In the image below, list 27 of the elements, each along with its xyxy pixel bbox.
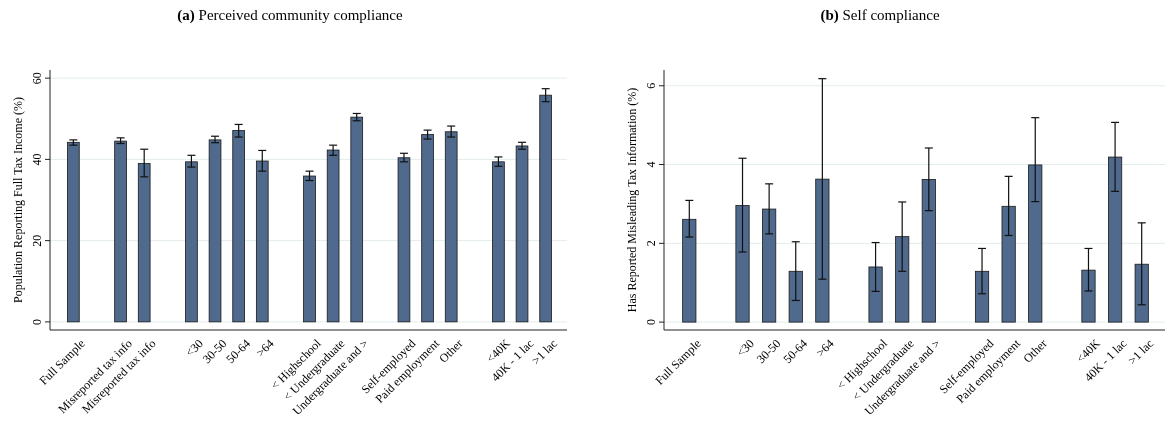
y-tick-label: 0 [30, 318, 44, 325]
y-axis-title: Has Reported Misleading Tax Information (%) [625, 87, 639, 313]
bar [67, 141, 80, 323]
bar [114, 140, 127, 323]
chart-title: (a) Perceived community compliance [177, 7, 404, 24]
chart-title: (b) Self compliance [820, 7, 940, 24]
y-axis-title: Population Reporting Full Tax Income (%) [11, 97, 25, 303]
y-tick-label: 40 [30, 153, 44, 166]
bar [208, 139, 222, 323]
bar [515, 145, 529, 323]
x-tick-label: <30 [733, 336, 757, 360]
bar [444, 131, 458, 323]
bar [326, 149, 340, 323]
y-tick-label: 0 [644, 319, 658, 326]
x-tick-label: >64 [813, 336, 837, 360]
bar [421, 134, 434, 323]
x-tick-label: >1 lac [1125, 336, 1157, 368]
y-tick-label: 2 [644, 240, 658, 247]
y-tick-label: 20 [30, 234, 44, 247]
y-tick-label: 60 [30, 72, 44, 85]
bar [350, 116, 364, 323]
bar [492, 161, 505, 323]
x-tick-label: >64 [253, 336, 277, 360]
bar [397, 157, 411, 323]
bar [303, 175, 316, 323]
y-tick-label: 4 [644, 161, 658, 168]
y-tick-label: 6 [644, 82, 658, 89]
